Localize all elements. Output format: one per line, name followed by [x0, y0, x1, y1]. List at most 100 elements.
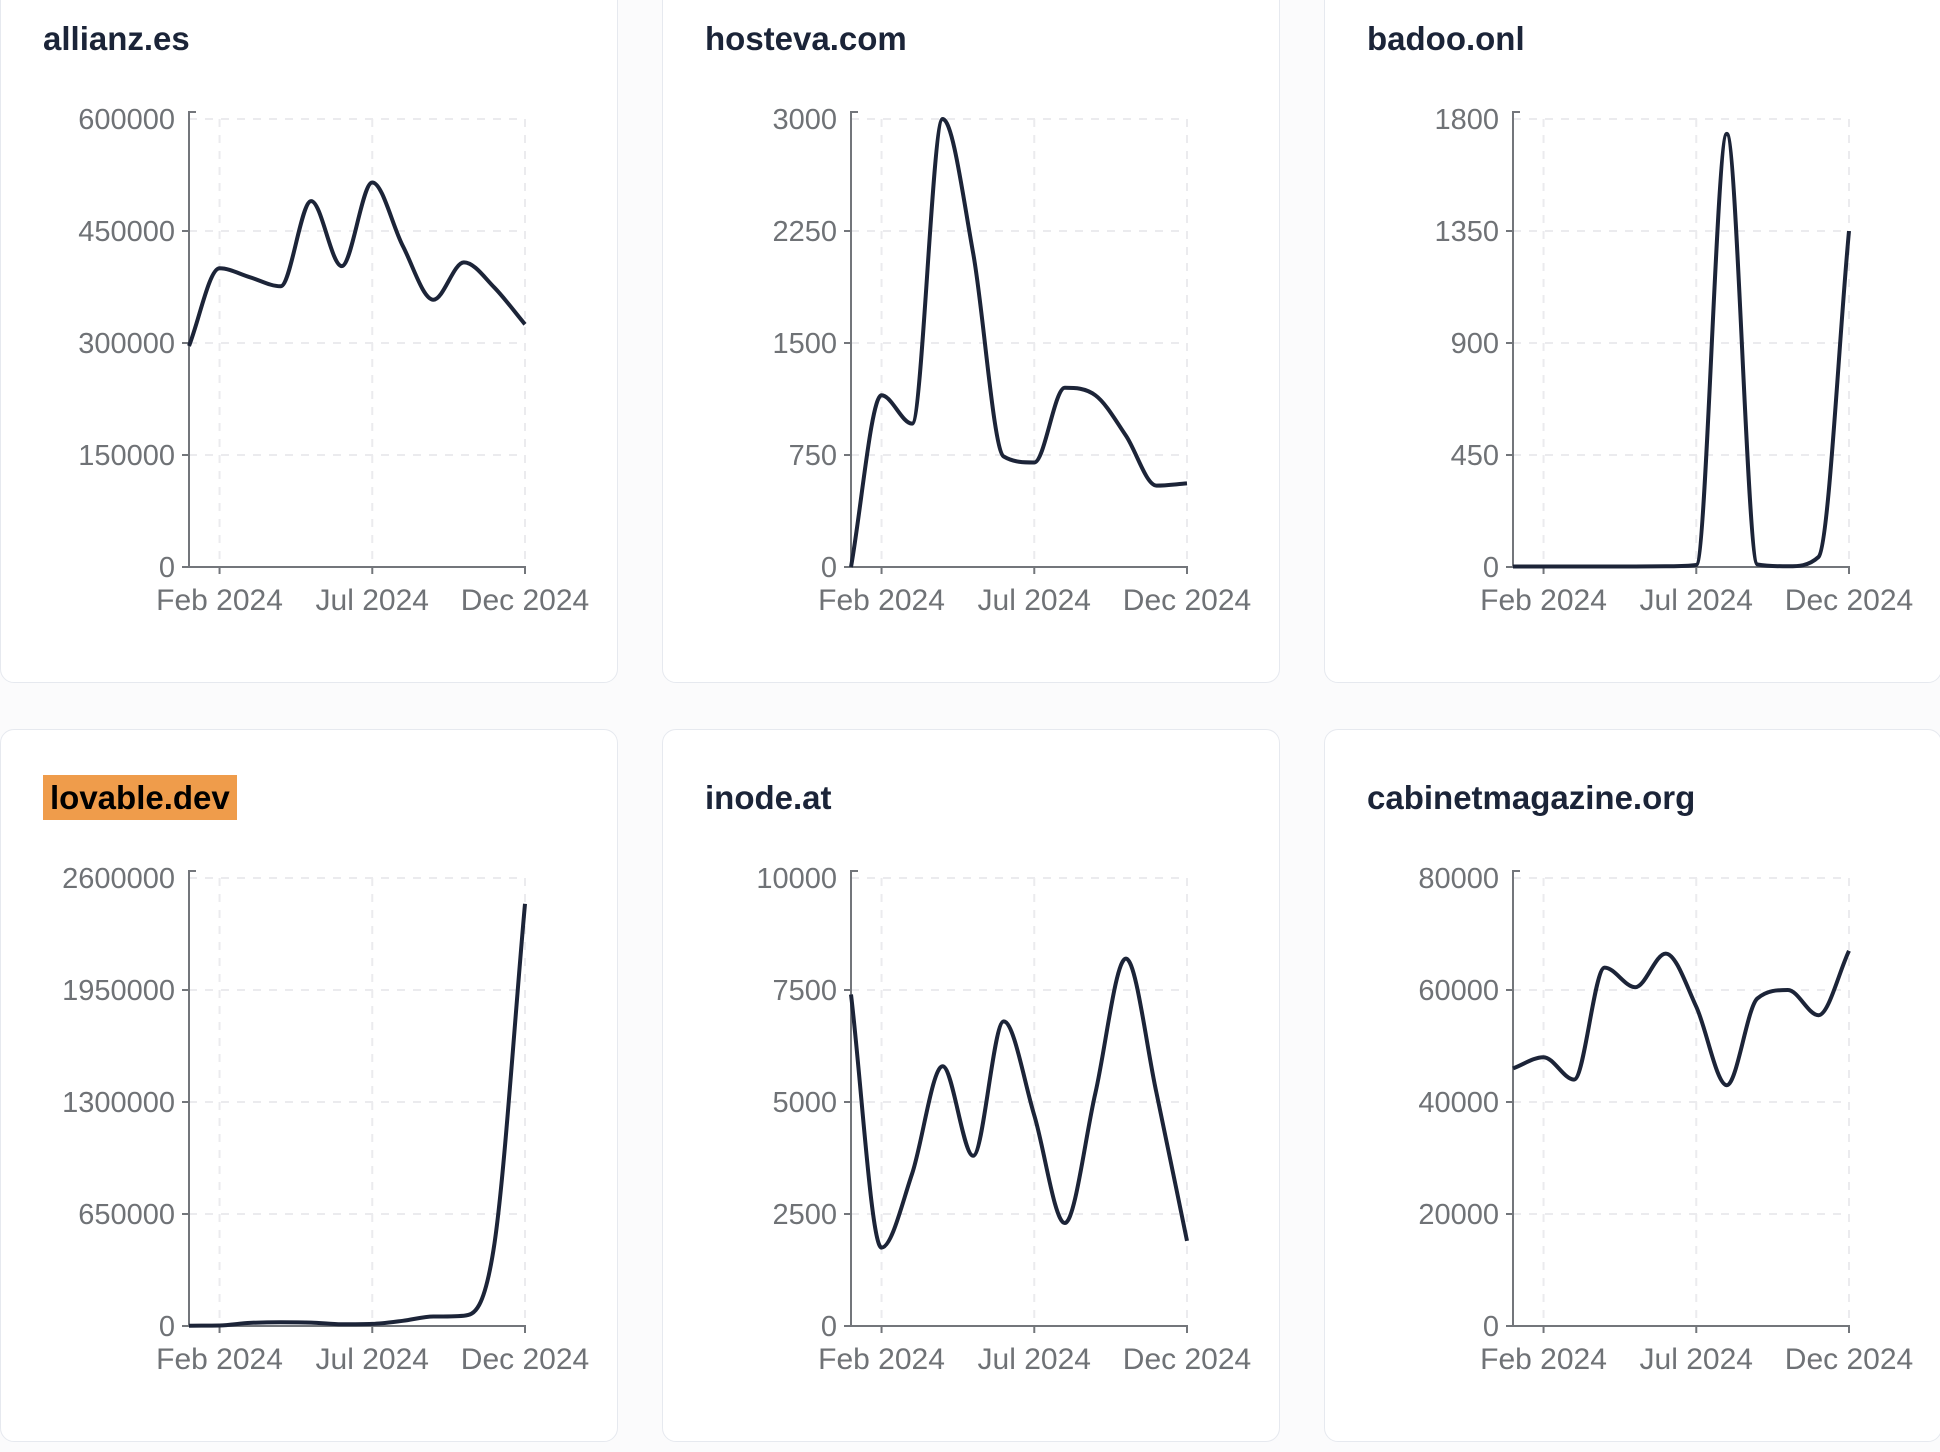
y-tick-label: 60000 — [1418, 975, 1499, 1007]
y-axis-line — [850, 111, 858, 567]
x-axis-line — [189, 1325, 526, 1333]
x-tick-label: Dec 2024 — [461, 1343, 589, 1376]
y-tick-label: 2500 — [772, 1199, 837, 1231]
x-tick-label: Jul 2024 — [1640, 1343, 1753, 1376]
y-tick-label: 2250 — [772, 216, 837, 248]
y-tick-label: 80000 — [1418, 863, 1499, 895]
y-tick-label: 450 — [1451, 440, 1499, 472]
gridlines — [1513, 877, 1850, 1326]
domain-card-lovable[interactable]: lovable.dev 0 650000 1300000 1950000 2600000… — [0, 729, 618, 1442]
y-axis-line — [1512, 111, 1520, 567]
domain-name: inode.at — [705, 779, 832, 816]
y-tick-label: 0 — [1483, 1311, 1499, 1343]
x-tick-label: Jul 2024 — [1640, 584, 1753, 617]
y-tick-label: 0 — [159, 1311, 175, 1343]
series-line — [187, 180, 527, 347]
tick-labels: 0 20000 40000 60000 80000 Feb 2024 Jul 2024 Dec… — [1418, 863, 1913, 1376]
y-tick-label: 1950000 — [62, 975, 175, 1007]
x-axis-line — [1513, 1325, 1850, 1333]
y-tick-label: 450000 — [78, 216, 175, 248]
y-tick-label: 300000 — [78, 328, 175, 360]
domain-card-allianz[interactable]: allianz.es 0 150000 300000 450000 600000 Feb … — [0, 0, 618, 683]
x-axis-line — [851, 566, 1188, 574]
x-tick-label: Jul 2024 — [978, 1343, 1091, 1376]
x-tick-label: Jul 2024 — [316, 584, 429, 617]
y-tick-label: 20000 — [1418, 1199, 1499, 1231]
x-tick-label: Feb 2024 — [1480, 1343, 1607, 1376]
y-tick-label: 40000 — [1418, 1087, 1499, 1119]
x-tick-label: Feb 2024 — [156, 1343, 283, 1376]
y-axis-line — [188, 111, 196, 567]
gridlines — [189, 877, 526, 1326]
y-tick-label: 7500 — [772, 975, 837, 1007]
domain-name: badoo.onl — [1367, 20, 1525, 57]
axes — [844, 870, 1188, 1333]
domain-card-cabinetmagazine[interactable]: cabinetmagazine.org 0 20000 40000 60000 8000… — [1324, 729, 1940, 1442]
series-line — [849, 956, 1189, 1250]
x-tick-label: Dec 2024 — [1785, 584, 1913, 617]
traffic-line-chart: 0 750 1500 2250 3000 Feb 2024 Jul 2024 Dec 2024 — [772, 104, 1251, 617]
axes — [844, 111, 1188, 574]
x-axis-line — [851, 1325, 1188, 1333]
chart-title: allianz.es — [43, 19, 190, 59]
y-tick-label: 650000 — [78, 1199, 175, 1231]
y-tick-label: 900 — [1451, 328, 1499, 360]
x-tick-label: Jul 2024 — [978, 584, 1091, 617]
y-axis-line — [188, 870, 196, 1326]
series-line — [1512, 131, 1851, 569]
y-tick-label: 2600000 — [62, 863, 175, 895]
x-tick-label: Jul 2024 — [316, 1343, 429, 1376]
x-tick-label: Dec 2024 — [461, 584, 589, 617]
y-tick-label: 0 — [821, 1311, 837, 1343]
chart-title: badoo.onl — [1367, 19, 1525, 59]
tick-labels: 0 650000 1300000 1950000 2600000 Feb 2024 Jul … — [62, 863, 589, 1376]
gridlines — [189, 118, 526, 567]
traffic-line-chart: 0 20000 40000 60000 80000 Feb 2024 Jul 2024 Dec… — [1418, 863, 1913, 1376]
y-tick-label: 150000 — [78, 440, 175, 472]
y-tick-label: 5000 — [772, 1087, 837, 1119]
x-tick-label: Dec 2024 — [1123, 1343, 1251, 1376]
traffic-line-chart: 0 450 900 1350 1800 Feb 2024 Jul 2024 Dec 2024 — [1434, 104, 1913, 617]
y-axis-line — [850, 870, 858, 1326]
y-tick-label: 600000 — [78, 104, 175, 136]
y-tick-label: 3000 — [772, 104, 837, 136]
chart-title: cabinetmagazine.org — [1367, 778, 1695, 818]
traffic-line-chart: 0 150000 300000 450000 600000 Feb 2024 Jul 202… — [78, 104, 589, 617]
y-tick-label: 10000 — [756, 863, 837, 895]
y-tick-label: 1800 — [1434, 104, 1499, 136]
traffic-line-chart: 0 2500 5000 7500 10000 Feb 2024 Jul 2024 Dec 20… — [756, 863, 1251, 1376]
domain-name-highlighted: lovable.dev — [43, 775, 237, 820]
chart-title: hosteva.com — [705, 19, 907, 59]
x-tick-label: Feb 2024 — [818, 584, 945, 617]
y-tick-label: 750 — [789, 440, 837, 472]
gridlines — [851, 118, 1188, 567]
chart-title: inode.at — [705, 778, 832, 818]
x-tick-label: Feb 2024 — [156, 584, 283, 617]
tick-labels: 0 450 900 1350 1800 Feb 2024 Jul 2024 Dec 2024 — [1434, 104, 1913, 617]
x-tick-label: Dec 2024 — [1785, 1343, 1913, 1376]
x-axis-line — [189, 566, 526, 574]
series-line — [849, 117, 1188, 568]
series-line — [188, 903, 527, 1328]
gridlines — [1513, 118, 1850, 567]
series-line — [1512, 949, 1851, 1088]
x-tick-label: Feb 2024 — [1480, 584, 1607, 617]
y-tick-label: 1300000 — [62, 1087, 175, 1119]
domain-card-inode[interactable]: inode.at 0 2500 5000 7500 10000 Feb 2024 Jul 2… — [662, 729, 1280, 1442]
x-tick-label: Dec 2024 — [1123, 584, 1251, 617]
domain-card-hosteva[interactable]: hosteva.com 0 750 1500 2250 3000 Feb 2024 Jul … — [662, 0, 1280, 683]
tick-labels: 0 150000 300000 450000 600000 Feb 2024 Jul 202… — [78, 104, 589, 617]
tick-labels: 0 750 1500 2250 3000 Feb 2024 Jul 2024 Dec 2024 — [772, 104, 1251, 617]
y-axis-line — [1512, 870, 1520, 1326]
domain-name: cabinetmagazine.org — [1367, 779, 1696, 816]
domain-card-badoo[interactable]: badoo.onl 0 450 900 1350 1800 Feb 2024 Jul 202… — [1324, 0, 1940, 683]
tick-labels: 0 2500 5000 7500 10000 Feb 2024 Jul 2024 Dec 20… — [756, 863, 1251, 1376]
traffic-line-chart: 0 650000 1300000 1950000 2600000 Feb 2024 Jul … — [62, 863, 589, 1376]
y-tick-label: 1500 — [772, 328, 837, 360]
axes — [182, 111, 526, 574]
gridlines — [851, 877, 1188, 1326]
y-tick-label: 0 — [159, 552, 175, 584]
y-tick-label: 0 — [821, 552, 837, 584]
y-tick-label: 1350 — [1434, 216, 1499, 248]
